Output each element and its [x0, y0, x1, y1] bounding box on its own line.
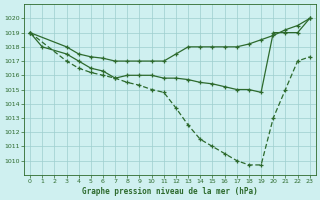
- X-axis label: Graphe pression niveau de la mer (hPa): Graphe pression niveau de la mer (hPa): [82, 187, 258, 196]
